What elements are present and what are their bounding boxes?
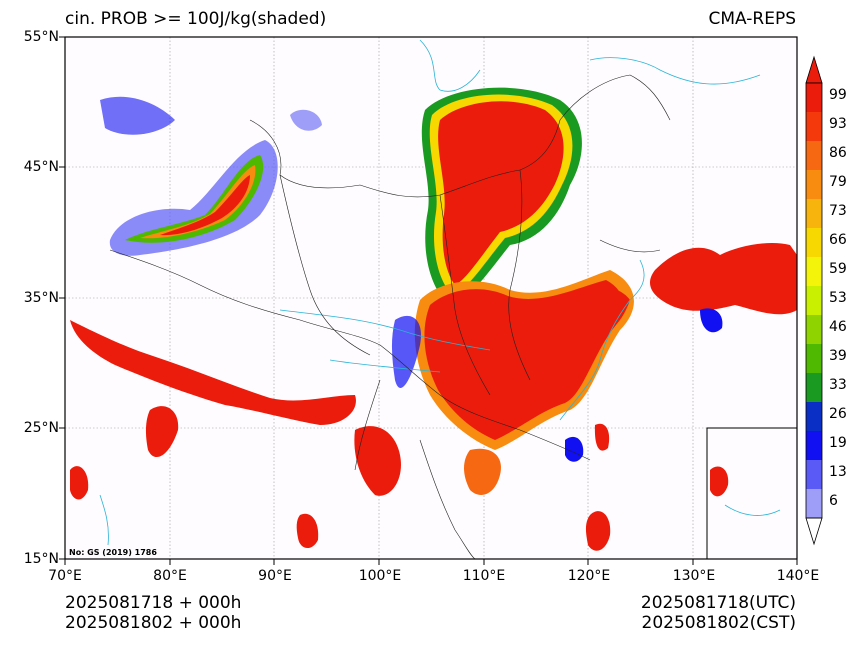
inset-islands [724, 504, 781, 516]
inset-shading [710, 466, 729, 497]
colorbar-segment [806, 286, 822, 315]
colorbar-tick-label: 19 [829, 435, 847, 451]
lon-label-90: 90°E [258, 568, 292, 584]
colorbar-tick-label: 66 [829, 232, 847, 248]
footer-right-line1: 2025081718(UTC) [640, 593, 796, 613]
colorbar-segment [806, 431, 822, 460]
colorbar-tick-label: 73 [829, 203, 847, 219]
colorbar-tick-label: 79 [829, 174, 847, 190]
lon-label-110: 110°E [462, 568, 506, 584]
lat-label-35: 35°N [23, 290, 59, 306]
model-name: CMA-REPS [708, 9, 796, 29]
colorbar-segment [806, 402, 822, 431]
colorbar-tick-label: 46 [829, 319, 847, 335]
colorbar-tick-label: 6 [829, 493, 838, 509]
colorbar-tick-label: 53 [829, 290, 847, 306]
lat-label-15: 15°N [23, 551, 59, 567]
colorbar-segment [806, 170, 822, 199]
forecast-valid-time: 2025081718(UTC) 2025081802(CST) [641, 593, 796, 633]
lat-label-55: 55°N [23, 29, 59, 45]
colorbar-tick-label: 93 [829, 116, 847, 132]
colorbar-tick-label: 99 [829, 87, 847, 103]
colorbar-segment [806, 373, 822, 402]
colorbar-segment [806, 112, 822, 141]
colorbar-min-arrow [805, 517, 823, 546]
colorbar-segment [806, 228, 822, 257]
colorbar-segment [806, 344, 822, 373]
colorbar-tick-label: 26 [829, 406, 847, 422]
colorbar [805, 55, 823, 546]
colorbar-segment [806, 315, 822, 344]
lon-label-80: 80°E [153, 568, 187, 584]
colorbar-tick-label: 13 [829, 464, 847, 480]
country-borders [109, 74, 671, 560]
rivers-coastlines [99, 39, 761, 546]
colorbar-tick-label: 86 [829, 145, 847, 161]
lat-label-25: 25°N [23, 420, 59, 436]
probability-shading [70, 87, 797, 551]
colorbar-segment [806, 257, 822, 286]
colorbar-frame [805, 82, 823, 519]
colorbar-segment [806, 83, 822, 112]
lon-label-140: 140°E [776, 568, 820, 584]
colorbar-tick-label: 33 [829, 377, 847, 393]
map-title: cin. PROB >= 100J/kg(shaded) [65, 9, 327, 29]
colorbar-tick-label: 39 [829, 348, 847, 364]
colorbar-tick-label: 59 [829, 261, 847, 277]
footer-left-line2: 2025081802 + 000h [65, 613, 242, 633]
colorbar-segment [806, 199, 822, 228]
forecast-init-utc: 2025081718 + 000h 2025081802 + 000h [65, 593, 241, 633]
colorbar-max-arrow [805, 55, 823, 84]
lon-label-70: 70°E [48, 568, 82, 584]
footer-right-line2: 2025081802(CST) [641, 613, 796, 633]
lat-label-45: 45°N [23, 159, 59, 175]
map-credit: No: GS (2019) 1786 [69, 548, 157, 557]
lon-label-120: 120°E [567, 568, 611, 584]
colorbar-segment [806, 460, 822, 489]
axis-ticks [59, 36, 798, 565]
colorbar-segment [806, 489, 822, 518]
lon-label-130: 130°E [672, 568, 716, 584]
footer-left-line1: 2025081718 + 000h [65, 593, 242, 613]
lon-label-100: 100°E [358, 568, 402, 584]
colorbar-segment [806, 141, 822, 170]
